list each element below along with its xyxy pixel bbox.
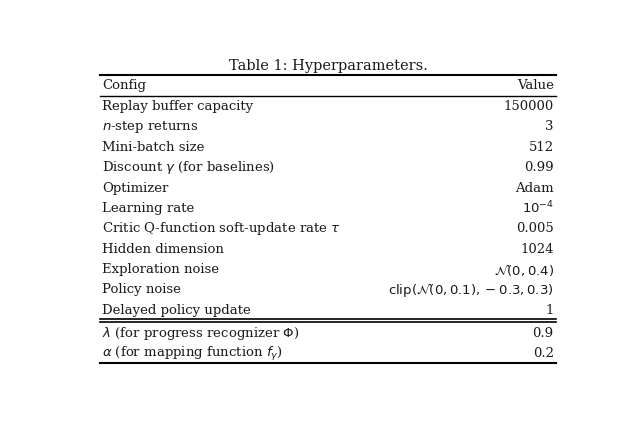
Text: Config: Config [102, 79, 147, 92]
Text: 150000: 150000 [504, 100, 554, 113]
Text: Replay buffer capacity: Replay buffer capacity [102, 100, 253, 113]
Text: $\alpha$ (for mapping function $f_{\gamma}$): $\alpha$ (for mapping function $f_{\gamm… [102, 344, 283, 362]
Text: Value: Value [517, 79, 554, 92]
Text: 1024: 1024 [520, 242, 554, 255]
Text: 0.99: 0.99 [524, 161, 554, 174]
Text: Mini-batch size: Mini-batch size [102, 141, 205, 153]
Text: Discount $\gamma$ (for baselines): Discount $\gamma$ (for baselines) [102, 159, 275, 176]
Text: 0.9: 0.9 [532, 326, 554, 339]
Text: $10^{-4}$: $10^{-4}$ [522, 200, 554, 216]
Text: $n$-step returns: $n$-step returns [102, 118, 199, 135]
Text: Hidden dimension: Hidden dimension [102, 242, 224, 255]
Text: Adam: Adam [515, 181, 554, 194]
Text: 0.005: 0.005 [516, 222, 554, 235]
Text: $\mathcal{N}(0, 0.4)$: $\mathcal{N}(0, 0.4)$ [493, 261, 554, 277]
Text: Delayed policy update: Delayed policy update [102, 303, 251, 316]
Text: Table 1: Hyperparameters.: Table 1: Hyperparameters. [228, 59, 428, 73]
Text: 1: 1 [545, 303, 554, 316]
Text: 512: 512 [529, 141, 554, 153]
Text: $\lambda$ (for progress recognizer $\Phi$): $\lambda$ (for progress recognizer $\Phi… [102, 324, 300, 341]
Text: 3: 3 [545, 120, 554, 133]
Text: Learning rate: Learning rate [102, 201, 195, 214]
Text: 0.2: 0.2 [532, 346, 554, 360]
Text: Optimizer: Optimizer [102, 181, 169, 194]
Text: Exploration noise: Exploration noise [102, 262, 220, 276]
Text: Policy noise: Policy noise [102, 283, 181, 296]
Text: $\mathrm{clip}(\mathcal{N}(0, 0.1), -0.3, 0.3)$: $\mathrm{clip}(\mathcal{N}(0, 0.1), -0.3… [388, 280, 554, 298]
Text: Critic Q-function soft-update rate $\tau$: Critic Q-function soft-update rate $\tau… [102, 220, 341, 237]
